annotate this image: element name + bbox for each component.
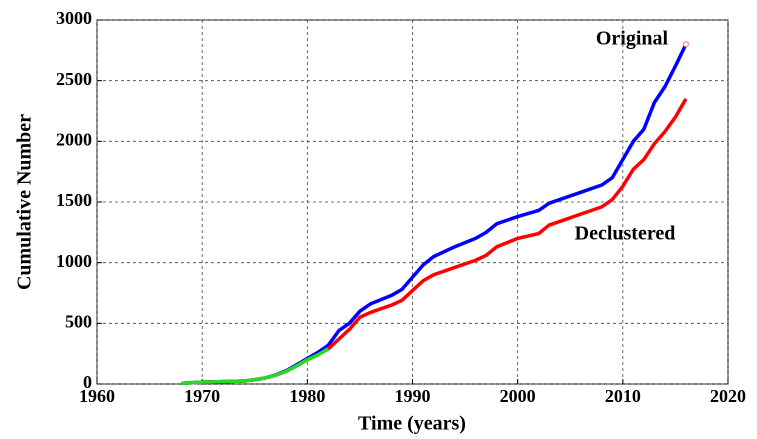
y-tick-label: 1000	[56, 251, 92, 271]
series-annotation: Declustered	[575, 223, 676, 245]
end-marker	[682, 41, 689, 48]
y-tick-label: 500	[65, 311, 92, 331]
series-line	[181, 347, 330, 386]
y-tick-label: 1500	[56, 190, 92, 210]
series-line	[181, 43, 688, 386]
y-tick-label: 0	[83, 372, 92, 392]
x-tick-label: 1960	[79, 386, 115, 406]
x-axis-label: Time (years)	[358, 413, 466, 435]
x-tick-label: 2020	[710, 386, 746, 406]
y-axis-label: Cumulative Number	[14, 114, 36, 290]
x-tick-label: 2010	[605, 386, 641, 406]
y-tick-label: 3000	[56, 8, 92, 28]
y-tick-label: 2500	[56, 69, 92, 89]
x-tick-label: 1990	[395, 386, 431, 406]
x-tick-label: 1980	[289, 386, 325, 406]
x-tick-label: 1970	[184, 386, 220, 406]
series-annotation: Original	[596, 28, 669, 50]
x-tick-label: 2000	[500, 386, 536, 406]
y-tick-label: 2000	[56, 129, 92, 149]
